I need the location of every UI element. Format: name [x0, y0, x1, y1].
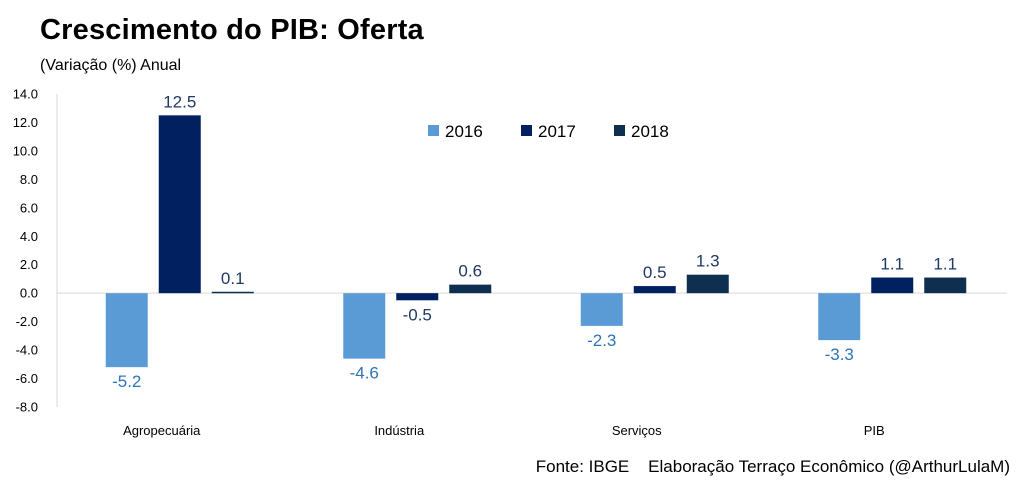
bar-2017-3	[633, 286, 676, 294]
y-tick-label: -6.0	[16, 371, 38, 386]
y-tick-label: 12.0	[13, 115, 38, 130]
data-label: 1.1	[933, 255, 957, 274]
bar-2017-2	[396, 293, 439, 301]
data-label: -0.5	[403, 305, 432, 324]
legend-label-2018: 2018	[631, 122, 669, 141]
y-tick-label: 0.0	[20, 286, 38, 301]
legend-label-2017: 2017	[538, 122, 576, 141]
legend-swatch-2016	[428, 125, 439, 136]
data-label: 0.5	[643, 263, 667, 282]
data-label: -2.3	[587, 331, 616, 350]
data-label: -3.3	[825, 345, 854, 364]
y-tick-label: 6.0	[20, 200, 38, 215]
bar-2016-4	[818, 293, 861, 341]
legend-label-2016: 2016	[445, 122, 483, 141]
data-label: -4.6	[350, 364, 379, 383]
bar-2017-1	[158, 115, 201, 294]
bar-2016-3	[580, 293, 623, 326]
bar-2017-4	[871, 277, 914, 294]
legend-swatch-2017	[521, 125, 532, 136]
data-label: 0.1	[221, 269, 245, 288]
y-tick-label: 14.0	[13, 87, 38, 102]
data-label: 12.5	[163, 92, 196, 111]
x-category-label: Indústria	[374, 423, 425, 438]
bar-2018-4	[924, 277, 967, 294]
x-category-label: Agropecuária	[123, 423, 201, 438]
chart-subtitle: (Variação (%) Anual	[40, 57, 182, 74]
y-tick-label: 8.0	[20, 172, 38, 187]
bar-2016-1	[105, 293, 148, 368]
bar-2018-1	[211, 291, 254, 294]
source-note: Fonte: IBGE Elaboração Terraço Econômico…	[535, 457, 1010, 476]
y-tick-label: -8.0	[16, 400, 38, 415]
y-tick-label: 2.0	[20, 257, 38, 272]
bar-2016-2	[343, 293, 386, 359]
y-tick-label: 4.0	[20, 229, 38, 244]
bar-2018-2	[449, 284, 492, 294]
y-tick-label: -2.0	[16, 314, 38, 329]
x-category-label: PIB	[864, 423, 885, 438]
x-category-label: Serviços	[612, 423, 662, 438]
y-tick-label: -4.0	[16, 343, 38, 358]
bar-2018-3	[686, 274, 729, 294]
chart-title: Crescimento do PIB: Oferta	[40, 14, 424, 46]
data-label: 1.3	[696, 252, 720, 271]
data-label: -5.2	[112, 372, 141, 391]
data-label: 1.1	[880, 255, 904, 274]
data-label: 0.6	[458, 262, 482, 281]
legend-swatch-2018	[614, 125, 625, 136]
y-tick-label: 10.0	[13, 143, 38, 158]
